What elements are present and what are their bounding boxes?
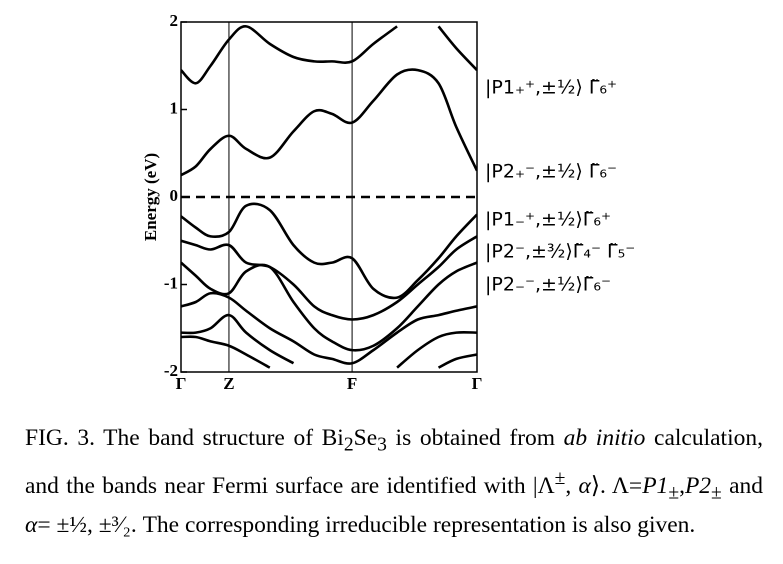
caption-text: Se xyxy=(353,425,378,451)
x-tick-label: Z xyxy=(223,374,234,393)
band xyxy=(181,261,477,352)
y-tick-label: 1 xyxy=(170,98,179,117)
plot-frame xyxy=(180,21,478,373)
caption-text: . The corresponding irreducible represen… xyxy=(130,512,696,539)
caption-text: ± xyxy=(554,467,566,489)
caption-text: α xyxy=(25,512,38,539)
y-tick-label: -1 xyxy=(164,273,178,292)
caption-text: P2 xyxy=(684,472,712,499)
band xyxy=(181,313,477,369)
caption-text: α xyxy=(578,472,591,499)
band xyxy=(181,235,477,321)
band-label: |P2₊⁻,±½⟩ Γ̃₆⁻ xyxy=(485,161,617,183)
y-tick-label: 0 xyxy=(170,186,179,205)
band-chart: Energy (eV) -2 -1 0 1 2 Γ Z F Γ |P1₊⁺,±½⟩ Γ̃₆⁺ |P2… xyxy=(141,11,635,393)
caption-text: ⟩. Λ= xyxy=(590,472,643,499)
x-tick-label: Γ xyxy=(176,374,187,393)
caption-text: FIG. 3. The band structure of Bi xyxy=(25,425,344,451)
band-label: |P1₋⁺,±½⟩Γ̃₆⁺ xyxy=(485,209,611,231)
caption-text: 3 xyxy=(377,434,387,456)
caption-text: , xyxy=(565,472,579,499)
band xyxy=(181,202,477,300)
caption-text: ab initio xyxy=(563,425,646,451)
band xyxy=(181,25,398,85)
caption-text: , xyxy=(679,472,685,499)
y-tick-label: -2 xyxy=(164,361,178,380)
band-label: |P2₋⁻,±½⟩Γ̃₆⁻ xyxy=(485,274,611,296)
caption-text: calculation, and the bands near Fermi su… xyxy=(25,425,763,499)
band-label: |P1₊⁺,±½⟩ Γ̃₆⁺ xyxy=(485,77,617,99)
caption-text: ± xyxy=(668,482,680,504)
caption-text: and xyxy=(721,472,764,499)
y-axis-label: Energy (eV) xyxy=(141,153,160,241)
caption-text: ½ xyxy=(69,512,87,539)
caption-text: 2 xyxy=(343,434,354,456)
x-tick-label: F xyxy=(347,374,357,393)
caption-text: = ± xyxy=(37,512,70,539)
x-tick-label: Γ xyxy=(472,374,483,393)
band xyxy=(181,335,477,369)
caption-text: , ± xyxy=(87,512,112,539)
caption: FIG. 3. The band structure of Bi2Se3 is … xyxy=(25,422,763,542)
band xyxy=(181,68,477,177)
y-tick-label: 2 xyxy=(170,11,179,30)
band xyxy=(437,25,477,72)
caption-text: is obtained from xyxy=(386,425,564,451)
caption-text: P1 xyxy=(642,472,669,499)
band-label: |P2⁻,±³⁄₂⟩Γ̃₄⁻ Γ̃₅⁻ xyxy=(485,241,635,263)
caption-text: ± xyxy=(711,482,722,504)
band xyxy=(181,291,477,365)
caption-text: |Λ xyxy=(532,472,555,499)
caption-text: ³⁄₂ xyxy=(111,512,131,539)
